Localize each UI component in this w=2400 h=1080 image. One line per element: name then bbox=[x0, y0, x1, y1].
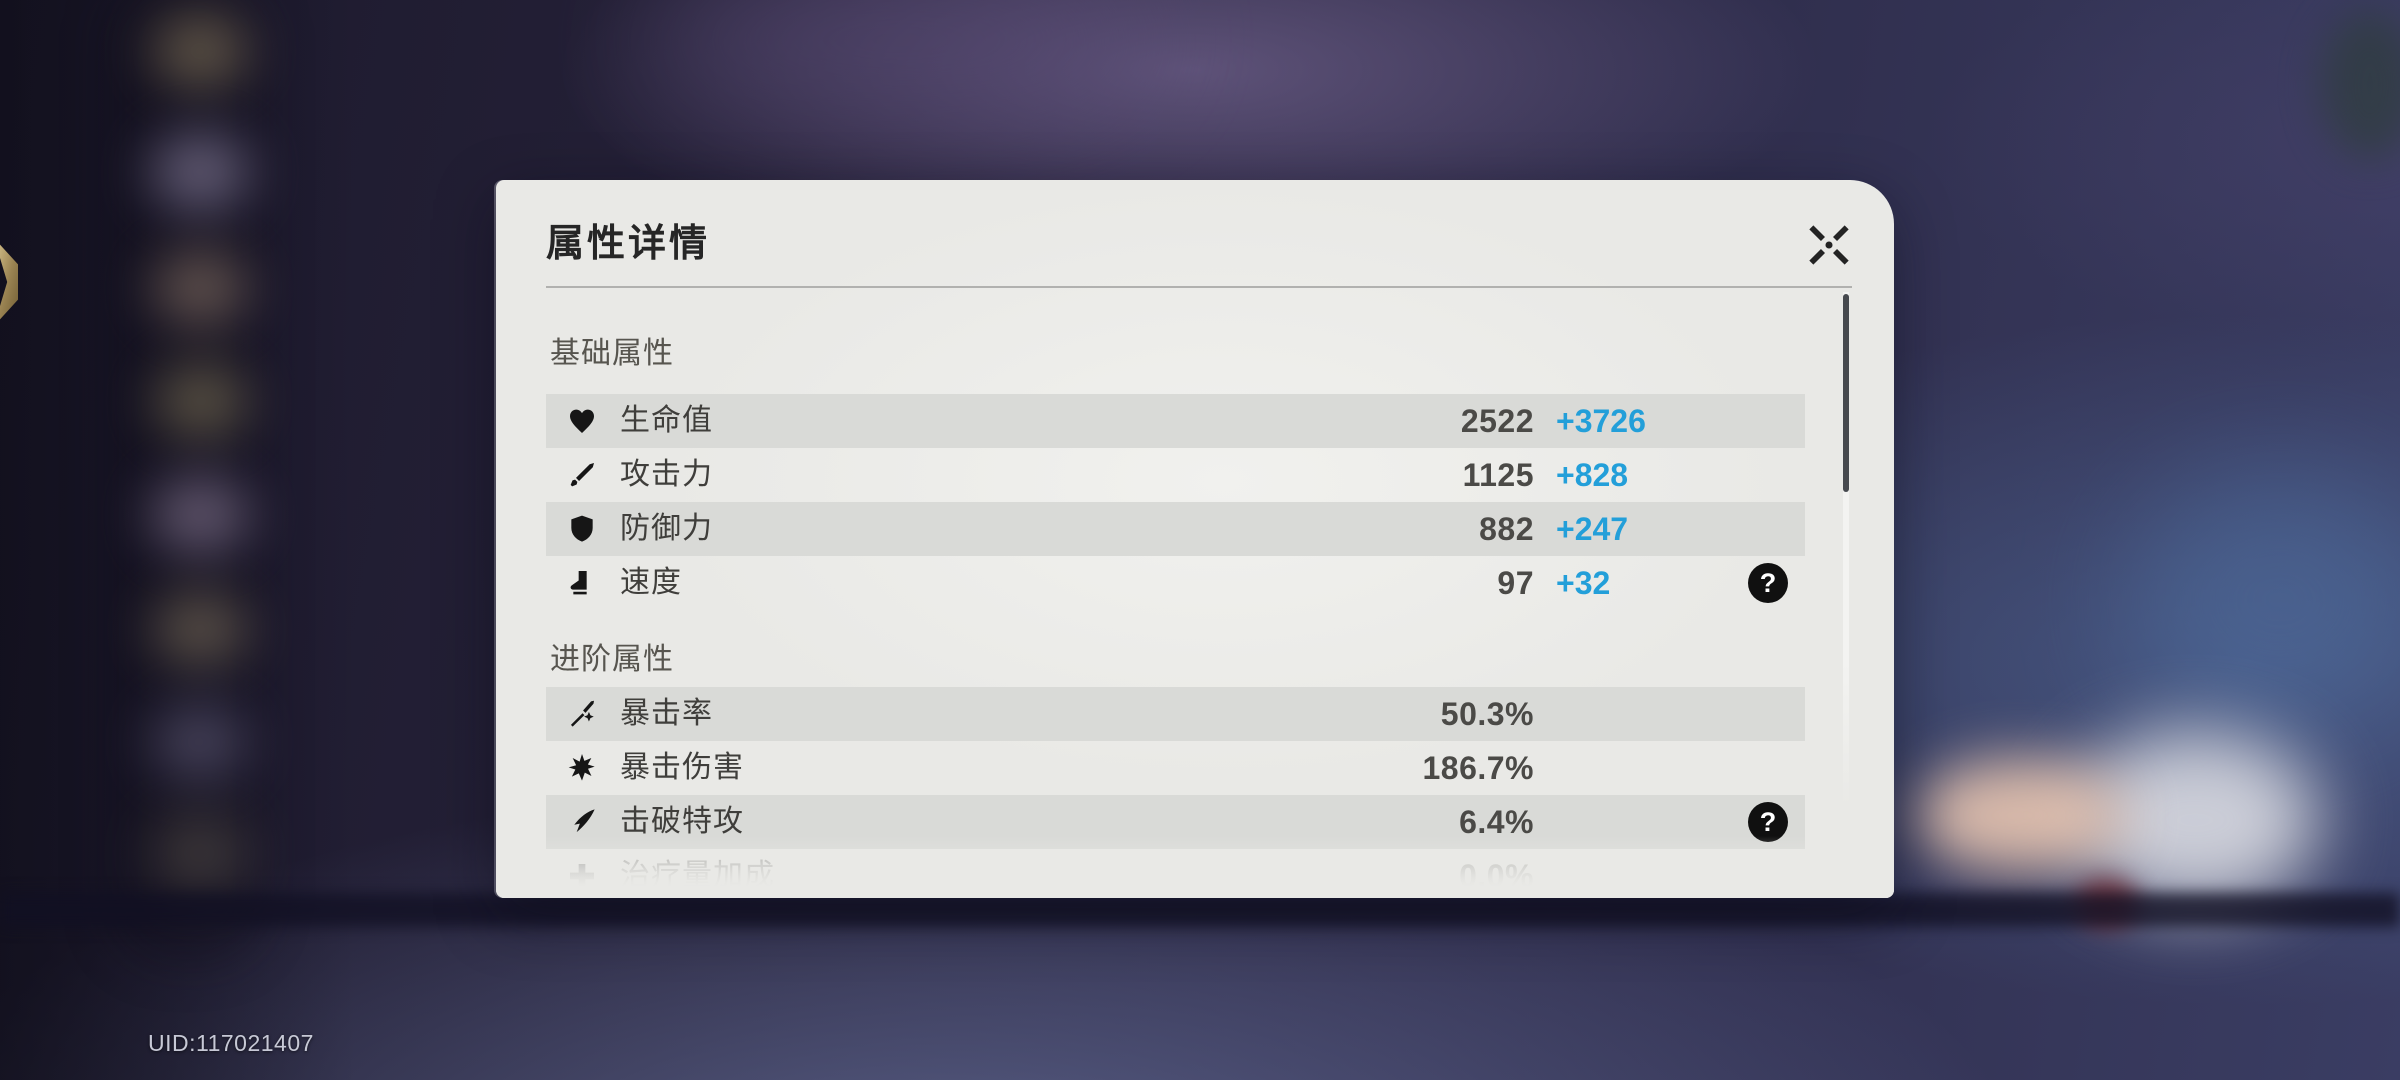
stat-bonus-value: +32 bbox=[1556, 565, 1611, 601]
crit-rate-icon bbox=[566, 698, 598, 730]
stat-bonus-value: +3726 bbox=[1556, 403, 1646, 439]
stat-row: 击破特攻 6.4% ? bbox=[546, 795, 1805, 849]
dialog-title: 属性详情 bbox=[546, 223, 711, 265]
stat-row: 暴击伤害 186.7% bbox=[546, 741, 1805, 795]
background-blob bbox=[150, 476, 250, 554]
background-blob bbox=[152, 706, 246, 778]
title-divider bbox=[546, 286, 1852, 288]
background-blob bbox=[152, 250, 248, 326]
background-band bbox=[0, 893, 2400, 927]
stat-row: 生命值 2522 +3726 bbox=[546, 394, 1805, 448]
scrollbar-thumb[interactable] bbox=[1843, 294, 1849, 492]
stat-row: 防御力 882 +247 bbox=[546, 502, 1805, 556]
break-effect-icon bbox=[566, 806, 598, 838]
background-blob bbox=[2130, 470, 2400, 730]
stat-bonus-value: +828 bbox=[1556, 457, 1629, 493]
background-blob bbox=[2320, 10, 2400, 160]
background-blob bbox=[154, 818, 246, 888]
gold-emblem-icon bbox=[0, 238, 18, 326]
stat-row: 治疗量加成 0.0% bbox=[546, 849, 1805, 898]
hp-icon bbox=[566, 405, 598, 437]
stat-row: 攻击力 1125 +828 bbox=[546, 448, 1805, 502]
close-icon bbox=[1802, 225, 1856, 276]
stat-base-value: 6.4% bbox=[1459, 804, 1534, 840]
crit-dmg-icon bbox=[566, 752, 598, 784]
stat-bonus-value: +247 bbox=[1556, 511, 1629, 547]
section-header-basic: 基础属性 bbox=[550, 337, 674, 370]
def-icon bbox=[566, 513, 598, 545]
stat-row: 暴击率 50.3% bbox=[546, 687, 1805, 741]
background-blob bbox=[152, 14, 248, 88]
scrollbar[interactable] bbox=[1843, 292, 1849, 806]
background-blob bbox=[152, 592, 248, 666]
atk-icon bbox=[566, 459, 598, 491]
speed-icon bbox=[566, 567, 598, 599]
background-blob bbox=[640, 0, 1160, 120]
background-blob bbox=[150, 132, 250, 212]
attribute-details-dialog: 属性详情 基础属性 生命值 2522 +3726 攻击力 1125 +828 bbox=[496, 180, 1894, 898]
stat-base-value: 1125 bbox=[1462, 457, 1534, 493]
stat-base-value: 186.7% bbox=[1422, 750, 1534, 786]
stat-row: 速度 97 +32 ? bbox=[546, 556, 1805, 610]
stat-base-value: 50.3% bbox=[1440, 696, 1534, 732]
help-icon[interactable]: ? bbox=[1748, 563, 1788, 603]
uid-label: UID:117021407 bbox=[148, 1030, 314, 1056]
stat-base-value: 882 bbox=[1479, 511, 1534, 547]
background-blob bbox=[154, 364, 248, 438]
stat-base-value: 97 bbox=[1497, 565, 1534, 601]
stat-base-value: 2522 bbox=[1460, 403, 1534, 439]
section-header-advanced: 进阶属性 bbox=[550, 643, 674, 676]
background-blob bbox=[1915, 758, 2125, 873]
close-button[interactable] bbox=[1802, 218, 1856, 272]
help-icon[interactable]: ? bbox=[1748, 802, 1788, 842]
stat-base-value: 0.0% bbox=[1459, 858, 1534, 894]
